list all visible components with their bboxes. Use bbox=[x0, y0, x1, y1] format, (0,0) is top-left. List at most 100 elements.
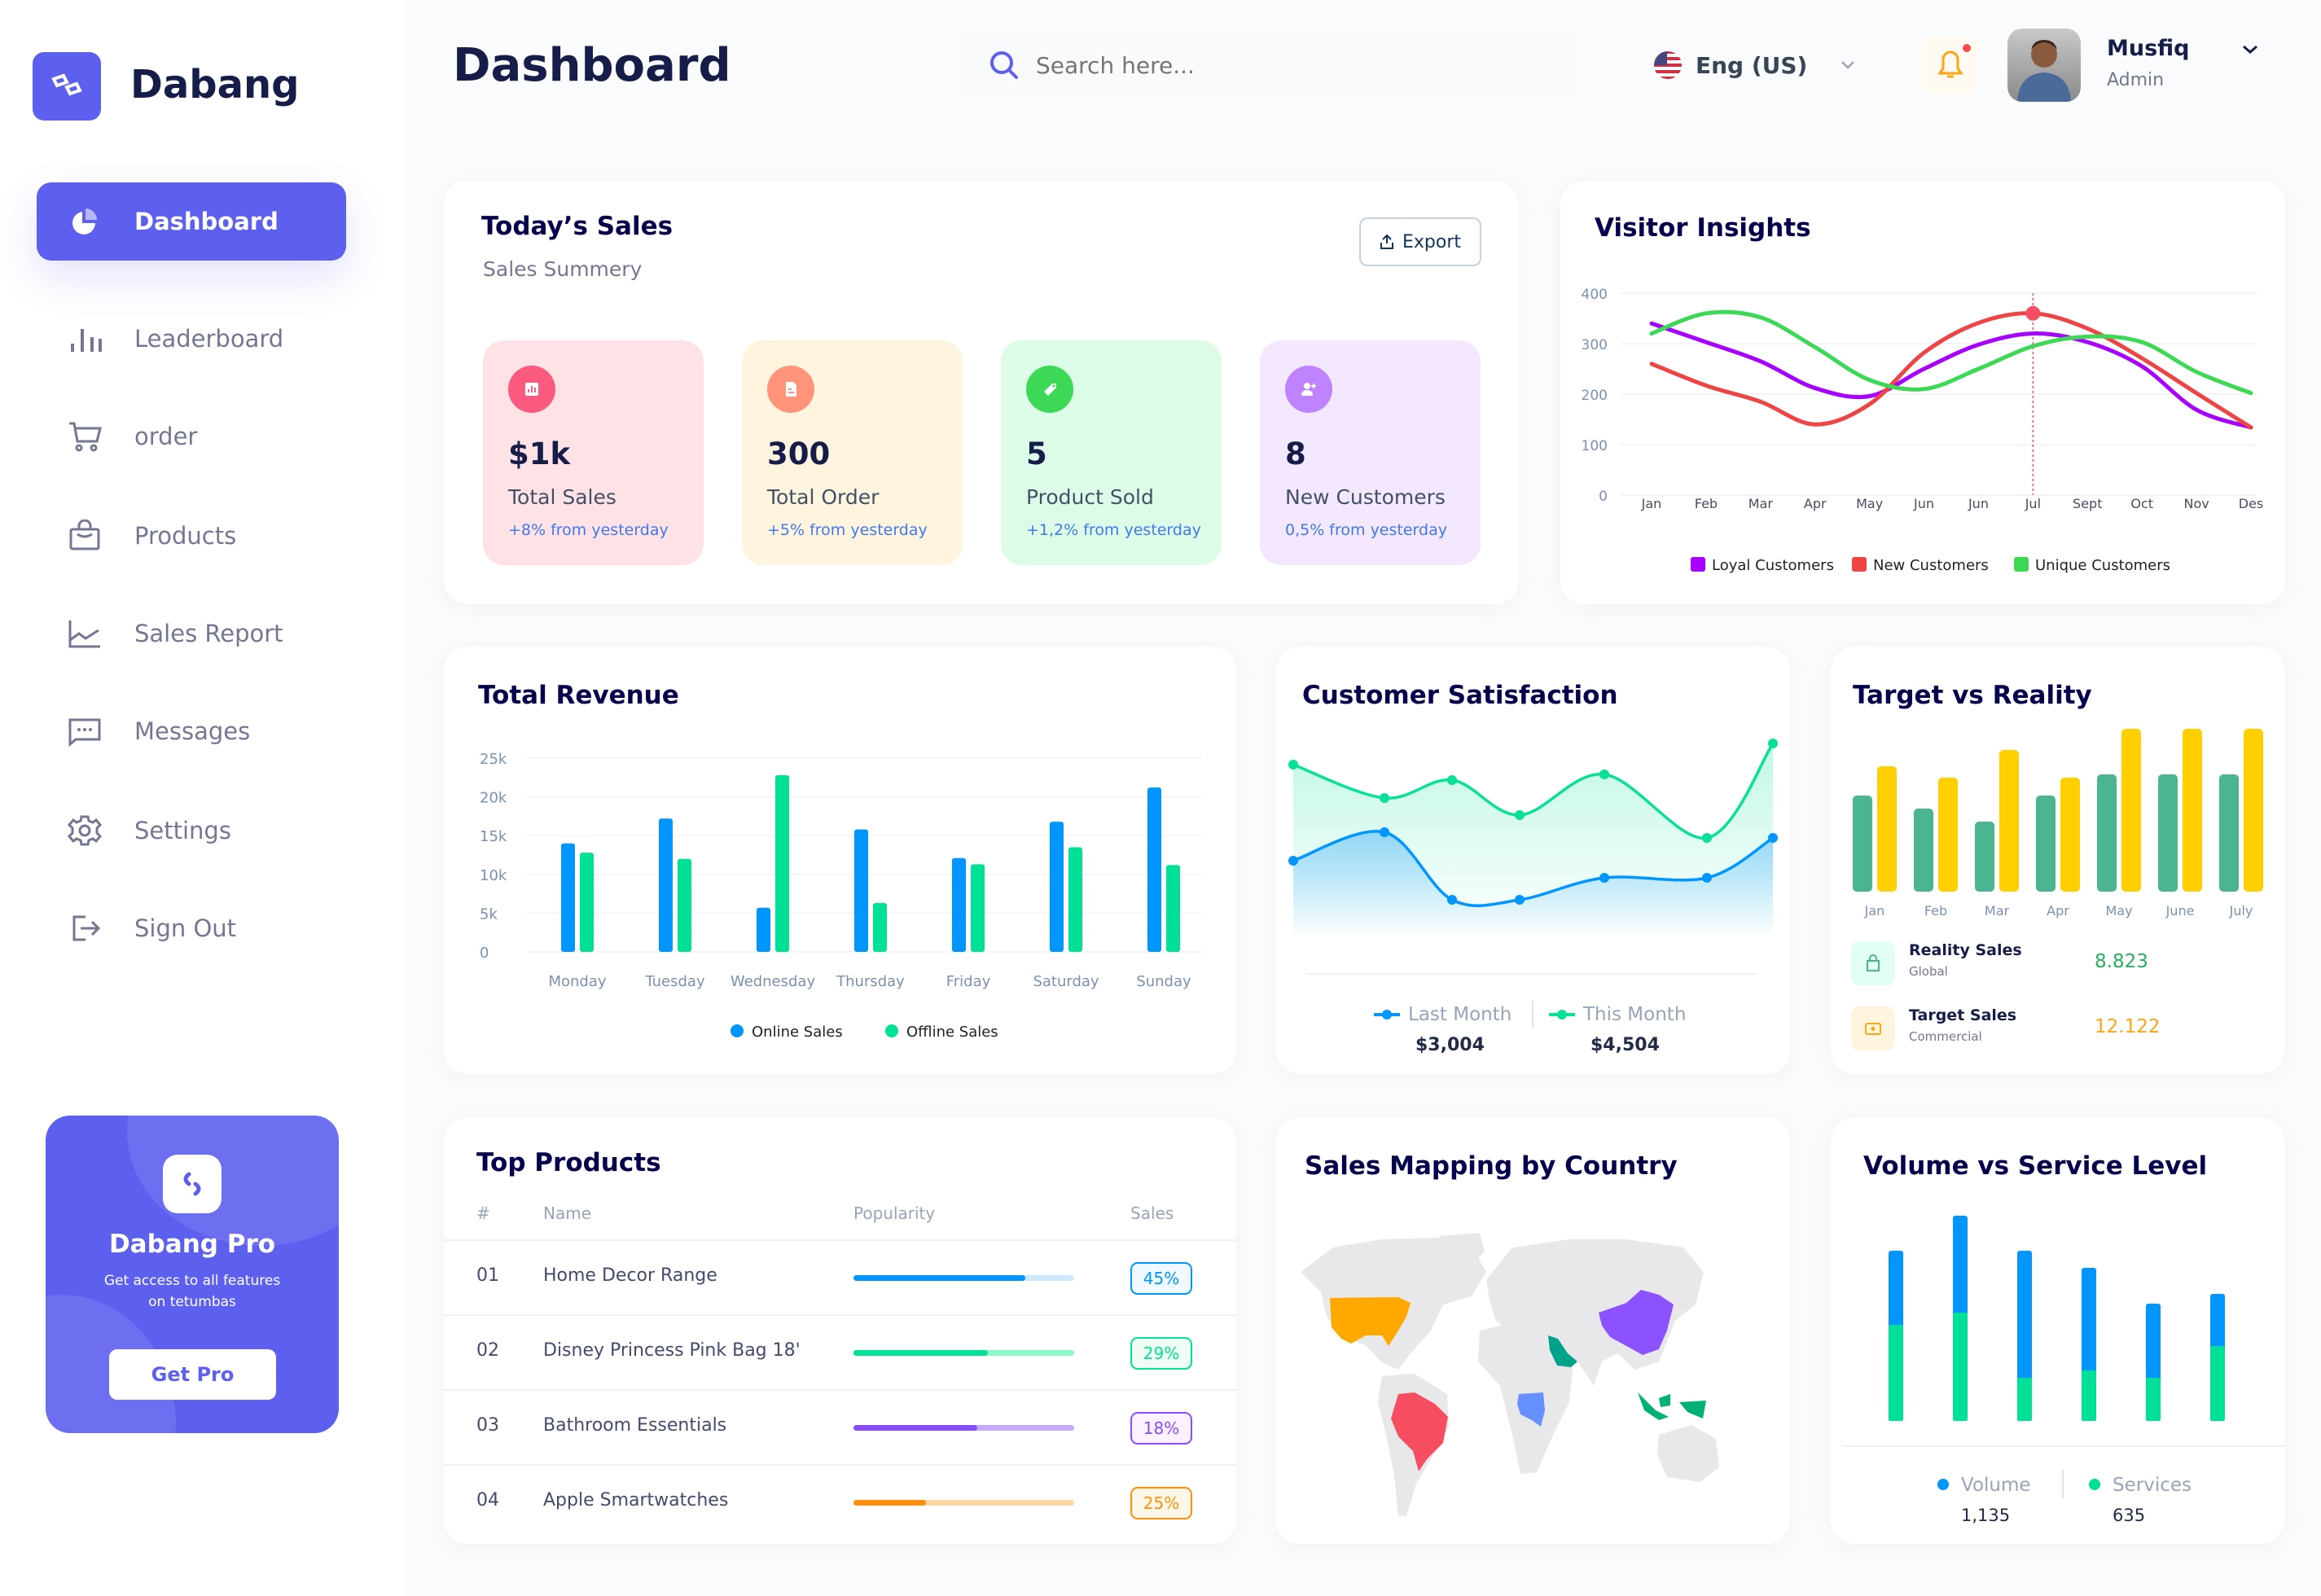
y-tick-label: 20k bbox=[480, 790, 507, 807]
product-name: Home Decor Range bbox=[543, 1265, 717, 1286]
x-tick-label: Jan bbox=[1641, 496, 1662, 511]
stat-change: +8% from yesterday bbox=[508, 521, 669, 539]
table-row[interactable]: 02 Disney Princess Pink Bag 18' 29% bbox=[444, 1314, 1236, 1389]
logo-icon[interactable] bbox=[33, 52, 101, 121]
sidebar-item-label: Sign Out bbox=[134, 914, 237, 942]
document-icon bbox=[767, 366, 814, 413]
data-point bbox=[1599, 770, 1609, 779]
brand-name: Dabang bbox=[130, 62, 300, 107]
bar-offline-sales bbox=[1166, 865, 1180, 952]
card-title: Today’s Sales bbox=[481, 212, 673, 241]
search-input[interactable] bbox=[1036, 51, 1525, 79]
card-title: Sales Mapping by Country bbox=[1305, 1151, 1678, 1181]
sidebar-item-products[interactable]: Products bbox=[37, 497, 346, 575]
x-tick-label: Apr bbox=[1804, 496, 1827, 511]
language-selector[interactable]: Eng (US) bbox=[1653, 46, 1856, 85]
bar-target-sales bbox=[1877, 766, 1897, 892]
table-row[interactable]: 01 Home Decor Range 45% bbox=[444, 1239, 1236, 1314]
export-label: Export bbox=[1402, 231, 1461, 252]
bar-services bbox=[2146, 1378, 2161, 1421]
search-bar[interactable] bbox=[954, 29, 1582, 101]
legend-swatch bbox=[1852, 557, 1867, 572]
sidebar-item-label: Dashboard bbox=[134, 208, 279, 235]
stat-change: +5% from yesterday bbox=[767, 521, 928, 539]
card-title: Customer Satisfaction bbox=[1302, 681, 1618, 710]
map-country-indonesia bbox=[1638, 1392, 1706, 1420]
x-tick-label: Jun bbox=[1968, 496, 1989, 511]
data-point bbox=[1768, 739, 1778, 748]
column-header: Sales bbox=[1130, 1204, 1174, 1223]
bar-services bbox=[2017, 1378, 2032, 1421]
bar-reality-sales bbox=[1914, 809, 1933, 892]
sidebar-item-order[interactable]: order bbox=[37, 397, 346, 476]
tag-icon bbox=[1026, 366, 1073, 413]
sales-badge: 18% bbox=[1130, 1412, 1192, 1445]
column-header: Popularity bbox=[853, 1204, 936, 1223]
target-vs-reality-chart: Jan Feb Mar Apr May June July bbox=[1853, 729, 2263, 919]
table-row[interactable]: 04 Apple Smartwatches 25% bbox=[444, 1464, 1236, 1539]
visitor-insights-card: Visitor Insights 0 100 200 300 400 Jan Feb Mar A… bbox=[1560, 181, 2285, 604]
bar-services bbox=[2210, 1346, 2225, 1421]
legend-label: Services bbox=[2113, 1475, 2192, 1496]
sidebar-item-label: Settings bbox=[134, 817, 231, 844]
bar-online-sales bbox=[1050, 822, 1064, 952]
notification-button[interactable] bbox=[1922, 36, 1979, 94]
table-row[interactable]: 03 Bathroom Essentials 18% bbox=[444, 1389, 1236, 1464]
x-tick-label: July bbox=[2229, 903, 2253, 919]
x-tick-label: May bbox=[1856, 496, 1883, 511]
bar-offline-sales bbox=[775, 774, 789, 952]
popularity-bar bbox=[853, 1425, 1074, 1431]
world-map bbox=[1301, 1233, 1719, 1516]
notification-dot bbox=[1963, 44, 1971, 52]
legend-dot bbox=[885, 1024, 898, 1037]
bar-reality-sales bbox=[1975, 822, 1994, 892]
sidebar-item-sales-report[interactable]: Sales Report bbox=[37, 594, 346, 673]
export-button[interactable]: Export bbox=[1359, 217, 1481, 266]
stat-label: Total Order bbox=[767, 485, 880, 509]
x-tick-label: Wednesday bbox=[731, 973, 816, 990]
card-subtitle: Sales Summery bbox=[483, 257, 643, 281]
export-icon bbox=[1380, 234, 1393, 249]
bar-offline-sales bbox=[678, 858, 691, 952]
data-point bbox=[1702, 833, 1712, 843]
data-point bbox=[1599, 873, 1609, 883]
avatar[interactable] bbox=[2007, 28, 2081, 102]
y-tick-label: 100 bbox=[1582, 438, 1608, 454]
target-vs-reality-card: Target vs Reality Jan Feb Mar Apr May June Jul… bbox=[1831, 647, 2284, 1074]
bar-services bbox=[1953, 1313, 1968, 1421]
bar-chart-icon bbox=[508, 366, 555, 413]
summary-row: Target Sales Commercial 12.122 bbox=[1851, 1006, 2160, 1050]
x-tick-label: Mar bbox=[1748, 496, 1774, 511]
sidebar-item-settings[interactable]: Settings bbox=[37, 791, 346, 870]
sales-stat-card: 300 Total Order +5% from yesterday bbox=[742, 340, 963, 565]
x-tick-label: May bbox=[2105, 903, 2132, 919]
get-pro-button[interactable]: Get Pro bbox=[109, 1349, 276, 1400]
sidebar-item-dashboard[interactable]: Dashboard bbox=[37, 182, 346, 261]
x-tick-label: Tuesday bbox=[644, 973, 705, 990]
bar-offline-sales bbox=[580, 853, 594, 952]
bar-online-sales bbox=[757, 907, 770, 952]
sidebar-item-sign-out[interactable]: Sign Out bbox=[37, 889, 346, 967]
legend-total: $4,504 bbox=[1590, 1035, 1660, 1055]
total-revenue-card: Total Revenue 0 5k 10k 15k 20k 25k Monday Tuesd… bbox=[444, 647, 1236, 1074]
map-country-united-states bbox=[1330, 1297, 1411, 1346]
bar-offline-sales bbox=[1068, 847, 1082, 952]
sidebar-item-leaderboard[interactable]: Leaderboard bbox=[37, 300, 346, 378]
legend-label: This Month bbox=[1582, 1004, 1686, 1025]
bar-reality-sales bbox=[2219, 774, 2239, 892]
x-tick-label: Saturday bbox=[1033, 973, 1099, 990]
user-role: Admin bbox=[2107, 70, 2165, 90]
user-menu-chevron-icon[interactable] bbox=[2241, 44, 2259, 55]
series-line-unique-customers bbox=[1649, 309, 2253, 396]
data-point bbox=[1702, 873, 1712, 883]
sidebar-item-messages[interactable]: Messages bbox=[37, 692, 346, 770]
card-title: Volume vs Service Level bbox=[1863, 1151, 2208, 1181]
column-header: # bbox=[476, 1204, 490, 1223]
data-point bbox=[1288, 856, 1298, 866]
bar-online-sales bbox=[854, 829, 868, 952]
bar-online-sales bbox=[952, 857, 966, 952]
series-line-new-customers bbox=[1649, 311, 2253, 430]
summary-sub: Global bbox=[1909, 964, 1948, 979]
legend-label: Loyal Customers bbox=[1712, 557, 1834, 574]
bar-reality-sales bbox=[1853, 796, 1872, 892]
